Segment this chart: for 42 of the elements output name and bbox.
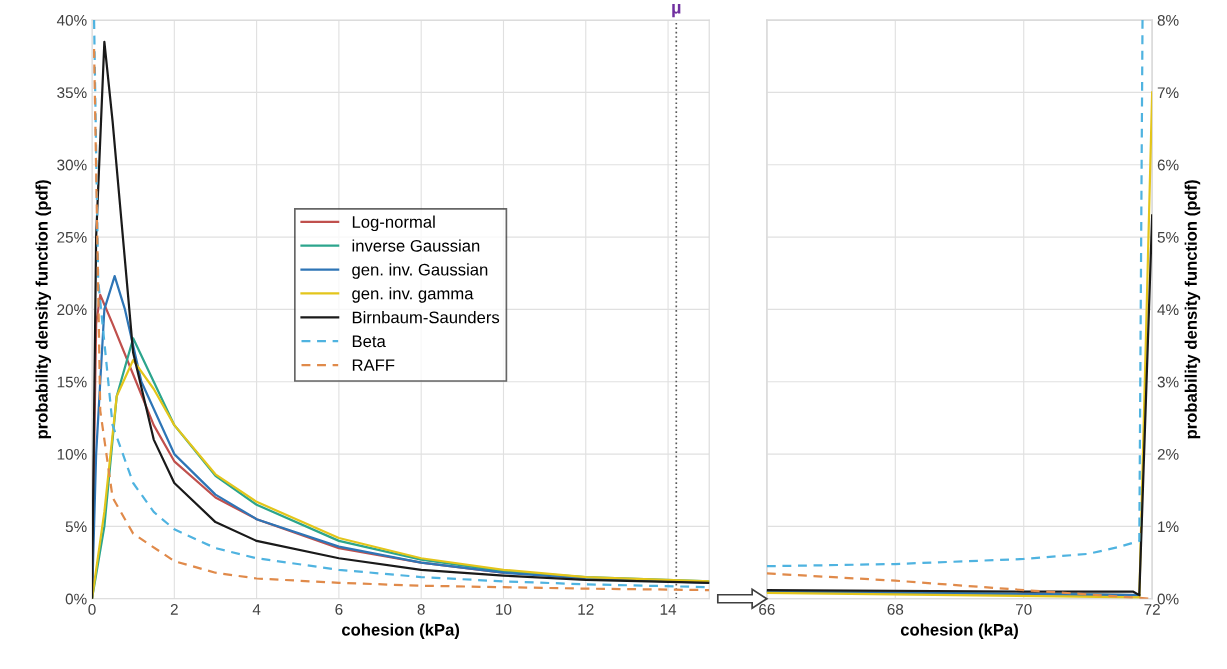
x-tick-label: 0: [88, 604, 96, 615]
y-axis-title: probability density function (pdf): [35, 180, 52, 439]
y-tick-label: 0%: [65, 593, 87, 605]
y2-tick-label: 2%: [1157, 448, 1179, 460]
y2-axis-title: probability density function (pdf): [1184, 180, 1201, 439]
x-tick-label: 70: [1016, 604, 1032, 615]
y-tick-label: 5%: [65, 521, 87, 533]
y2-tick-label: 8%: [1157, 14, 1179, 26]
legend-label: Birnbaum-Saunders: [352, 311, 500, 324]
ref-line-label: µ: [672, 4, 681, 18]
x-tick-label: 14: [660, 604, 677, 615]
y-tick-label: 10%: [57, 448, 87, 460]
y-tick-label: 30%: [57, 159, 87, 171]
x-tick-label: 66: [759, 604, 775, 615]
y-tick-label: 25%: [57, 231, 87, 243]
y2-tick-label: 7%: [1157, 87, 1179, 99]
x-tick-label: 2: [170, 604, 178, 615]
legend-label: Log-normal: [352, 215, 435, 232]
x-tick-label: 72: [1144, 604, 1160, 615]
y2-tick-label: 4%: [1157, 304, 1179, 316]
y-tick-label: 40%: [56, 14, 87, 26]
legend-label: gen. inv. Gaussian: [352, 263, 488, 279]
legend-label: Beta: [352, 335, 386, 348]
x-tick-label: 8: [417, 604, 425, 615]
legend-label: gen. inv. gamma: [352, 287, 474, 303]
y-tick-label: 15%: [57, 376, 87, 388]
x-tick-label: 4: [252, 604, 261, 615]
y2-tick-label: 5%: [1157, 232, 1179, 243]
x-axis-title: cohesion (kPa): [900, 623, 1018, 639]
y2-tick-label: 0%: [1157, 593, 1179, 605]
x-tick-label: 68: [887, 604, 904, 615]
x-tick-label: 6: [335, 604, 343, 615]
x-axis-title: cohesion (kPa): [342, 623, 460, 639]
y2-tick-label: 6%: [1157, 159, 1179, 171]
y-tick-label: 20%: [57, 304, 87, 316]
x-tick-label: 12: [578, 604, 594, 615]
y-tick-label: 35%: [57, 87, 87, 99]
legend-label: RAFF: [352, 359, 395, 371]
y2-tick-label: 3%: [1157, 376, 1179, 388]
y2-tick-label: 1%: [1158, 521, 1179, 533]
x-tick-label: 10: [496, 604, 512, 615]
legend-label: inverse Gaussian: [352, 239, 480, 252]
